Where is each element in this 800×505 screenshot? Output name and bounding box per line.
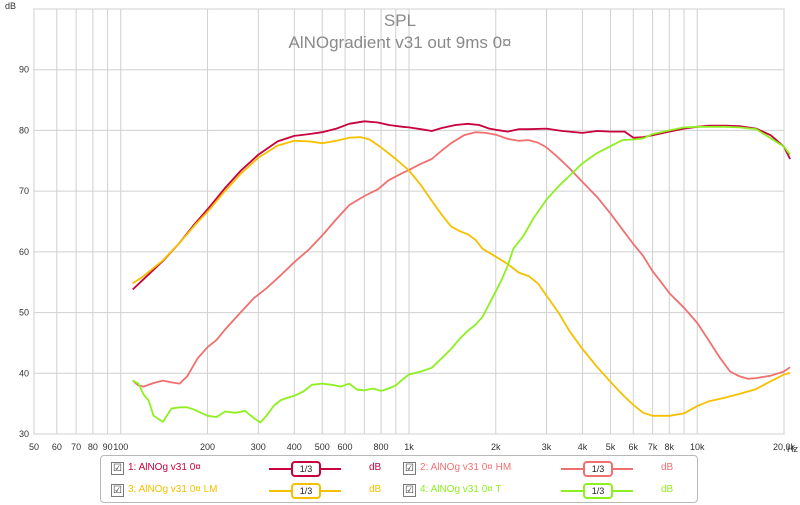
y-axis-label: dB	[5, 1, 16, 11]
y-tick-label: 90	[19, 65, 29, 75]
legend-unit: dB	[369, 484, 382, 495]
x-tick-label: 1k	[404, 442, 414, 452]
x-tick-label: 20,0k	[773, 442, 796, 452]
x-tick-label: 100	[113, 442, 128, 452]
x-axis-label: Hz	[787, 444, 798, 454]
x-tick-label: 70	[71, 442, 81, 452]
y-tick-label: 50	[19, 308, 29, 318]
x-tick-label: 300	[251, 442, 266, 452]
smoothing-selector[interactable]: 1/3	[561, 483, 633, 499]
x-tick-label: 200	[200, 442, 215, 452]
x-tick-label: 4k	[578, 442, 588, 452]
y-tick-label: 40	[19, 368, 29, 378]
checkbox[interactable]: ☑	[111, 484, 124, 497]
legend-item-1: ☑ 1: AlNOg v31 0¤ 1/3 dB	[111, 458, 401, 478]
chart-title: SPL	[384, 11, 416, 30]
x-tick-label: 3k	[542, 442, 552, 452]
grid	[33, 8, 785, 435]
chart-subtitle: AlNOgradient v31 out 9ms 0¤	[288, 33, 511, 52]
x-tick-label: 2k	[491, 442, 501, 452]
x-tick-label: 5k	[606, 442, 616, 452]
y-tick-label: 70	[19, 186, 29, 196]
legend-unit: dB	[661, 484, 674, 495]
x-tick-label: 600	[338, 442, 353, 452]
series-lines	[132, 120, 791, 424]
smoothing-selector[interactable]: 1/3	[561, 461, 633, 477]
y-tick-label: 30	[19, 429, 29, 439]
x-tick-label: 10k	[690, 442, 705, 452]
x-tick-label: 8k	[665, 442, 675, 452]
series-line-4	[132, 125, 791, 424]
smoothing-selector[interactable]: 1/3	[269, 461, 341, 477]
x-tick-label: 7k	[648, 442, 658, 452]
legend-label: 2: AlNOg v31 0¤ HM	[420, 462, 512, 473]
legend-unit: dB	[661, 462, 674, 473]
x-tick-label: 60	[52, 442, 62, 452]
x-tick-label: 80	[88, 442, 98, 452]
legend-item-2: ☑ 2: AlNOg v31 0¤ HM 1/3 dB	[403, 458, 693, 478]
x-tick-label: 500	[315, 442, 330, 452]
checkbox[interactable]: ☑	[403, 462, 416, 475]
smoothing-value: 1/3	[291, 483, 321, 499]
legend-label: 1: AlNOg v31 0¤	[128, 462, 201, 473]
x-tick-label: 50	[29, 442, 39, 452]
smoothing-value: 1/3	[583, 461, 613, 477]
smoothing-selector[interactable]: 1/3	[269, 483, 341, 499]
x-tick-label: 90	[103, 442, 113, 452]
x-tick-label: 6k	[629, 442, 639, 452]
legend-item-3: ☑ 3: AlNOg v31 0¤ LM 1/3 dB	[111, 480, 401, 500]
checkbox[interactable]: ☑	[111, 462, 124, 475]
series-line-3	[132, 136, 791, 417]
series-line-1	[132, 120, 791, 291]
legend-label: 3: AlNOg v31 0¤ LM	[128, 484, 218, 495]
y-tick-label: 80	[19, 125, 29, 135]
y-tick-label: 60	[19, 247, 29, 257]
legend-item-4: ☑ 4: AlNOg v31 0¤ T 1/3 dB	[403, 480, 693, 500]
checkbox[interactable]: ☑	[403, 484, 416, 497]
x-tick-label: 400	[287, 442, 302, 452]
series-line-2	[132, 131, 791, 388]
x-tick-label: 800	[374, 442, 389, 452]
smoothing-value: 1/3	[583, 483, 613, 499]
legend: ☑ 1: AlNOg v31 0¤ 1/3 dB ☑ 2: AlNOg v31 …	[100, 455, 698, 503]
legend-unit: dB	[369, 462, 382, 473]
smoothing-value: 1/3	[291, 461, 321, 477]
legend-label: 4: AlNOg v31 0¤ T	[420, 484, 502, 495]
